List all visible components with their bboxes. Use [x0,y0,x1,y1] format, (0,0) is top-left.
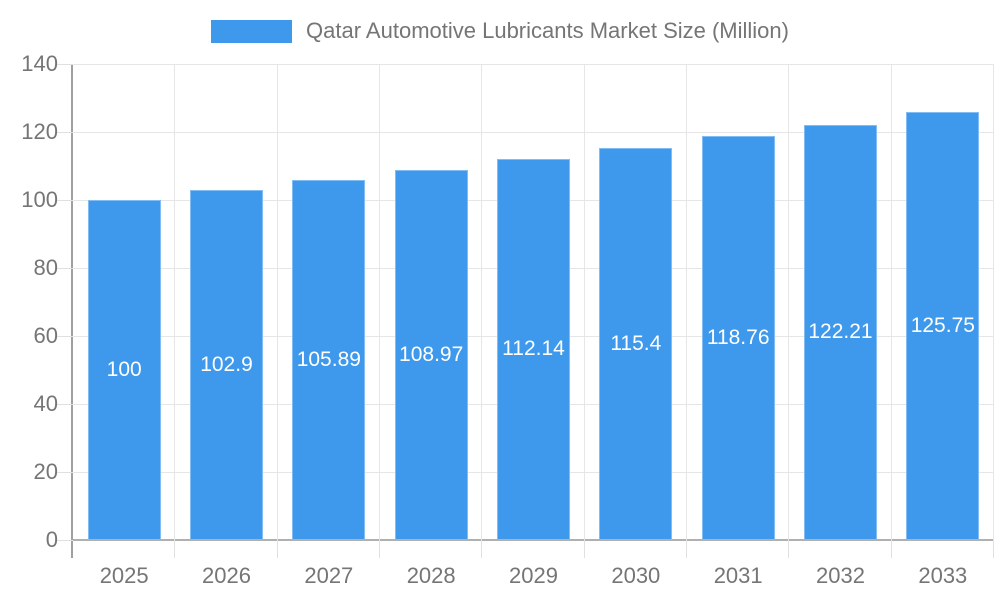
x-axis-baseline [73,539,994,541]
x-tick-mark [993,540,994,558]
bar[interactable] [497,158,570,540]
plot-area: 100 102.9 105.89 108.97 112.14 115.4 118.76 122… [73,64,994,541]
x-tick-mark [583,540,585,558]
y-tick-mark [57,200,73,201]
bar[interactable] [87,200,161,540]
gridline-vertical [993,64,994,540]
x-tick-mark [174,540,176,558]
gridline-vertical [481,64,483,540]
gridline-horizontal [73,132,994,133]
bar[interactable] [599,147,673,540]
y-tick-mark [57,540,73,541]
y-axis-label: 60 [33,323,58,348]
bar[interactable] [804,124,877,540]
y-tick-mark [57,404,73,405]
bar[interactable] [292,179,366,540]
x-axis-label: 2026 [202,563,251,588]
y-tick-mark [57,64,73,65]
y-tick-mark [57,336,73,337]
x-tick-mark [890,540,892,558]
x-tick-mark [788,540,790,558]
gridline-vertical [686,64,687,540]
x-axis-label: 2032 [816,563,865,588]
gridline-vertical [788,64,790,540]
x-tick-mark [276,540,278,558]
bar[interactable] [701,136,775,540]
x-tick-mark [686,540,687,558]
x-axis-label: 2028 [406,563,456,588]
y-axis-line [71,64,73,558]
gridline-vertical [174,64,176,540]
bar[interactable] [394,169,468,540]
gridline-vertical [583,64,585,540]
y-tick-mark [57,268,73,269]
x-axis-label: 2027 [304,563,354,588]
y-axis-label: 80 [33,255,58,280]
legend-item[interactable]: Qatar Automotive Lubricants Market Size … [211,18,789,44]
legend-swatch-icon [211,19,293,43]
y-axis-label: 100 [21,187,58,212]
bar[interactable] [190,190,263,540]
legend: Qatar Automotive Lubricants Market Size … [0,18,1000,44]
y-axis-label: 140 [21,51,58,76]
x-axis-label: 2031 [713,563,763,588]
x-axis-label: 2033 [918,563,968,588]
bar[interactable] [906,112,980,540]
legend-label: Qatar Automotive Lubricants Market Size … [306,18,789,43]
gridline-vertical [379,64,380,540]
y-axis-label: 20 [33,459,58,484]
x-tick-mark [481,540,483,558]
gridline-vertical [276,64,278,540]
y-axis-label: 0 [45,527,58,552]
y-tick-mark [57,132,73,133]
y-axis-label: 40 [33,391,58,416]
x-axis-label: 2030 [611,563,661,588]
gridline-horizontal [73,64,994,65]
x-axis-label: 2025 [99,563,149,588]
y-tick-mark [57,472,73,473]
x-axis-label: 2029 [509,563,558,588]
gridline-vertical [890,64,892,540]
x-tick-mark [379,540,380,558]
y-axis-label: 120 [21,119,58,144]
